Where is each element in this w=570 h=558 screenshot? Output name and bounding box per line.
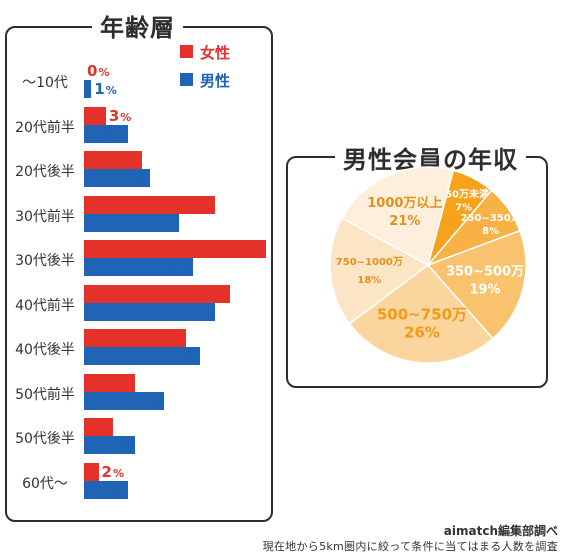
- female-value-label: 4%: [87, 418, 110, 436]
- age-category-label: 30代前半: [15, 208, 75, 225]
- male-value-label: 11%: [127, 391, 160, 410]
- male-value-label: 13%: [141, 213, 175, 232]
- female-bar: [84, 151, 143, 169]
- age-category-label: 40代後半: [15, 342, 75, 358]
- footer-note: 現在地から5km圏内に絞って条件に当てはまる人数を調査: [262, 540, 558, 553]
- male-value-label: 6%: [101, 480, 125, 499]
- age-category-label: 20代前半: [15, 119, 75, 136]
- male-value-label: 6%: [101, 124, 125, 143]
- age-chart-title: 年齢層: [92, 8, 183, 43]
- income-chart-panel: [286, 156, 548, 388]
- male-value-label: 9%: [123, 169, 146, 187]
- legend-male-swatch: [180, 73, 193, 86]
- male-bar: [84, 436, 135, 454]
- male-value-label: 1%: [94, 80, 117, 98]
- male-bar: [84, 391, 165, 410]
- legend-male: 男性: [180, 70, 231, 91]
- male-value-label: 7%: [108, 436, 132, 454]
- male-bar: [84, 213, 179, 232]
- male-value-label: 16%: [163, 347, 197, 365]
- age-category-label: 30代後半: [15, 253, 75, 269]
- male-bar: [84, 480, 128, 499]
- female-bar: [84, 284, 230, 303]
- female-bar: [84, 195, 216, 214]
- female-value-label: 2%: [101, 462, 125, 481]
- age-category-label: 20代後半: [15, 164, 75, 180]
- male-bar: [84, 169, 150, 187]
- age-category-label: 〜10代: [22, 75, 68, 91]
- income-chart-title: 男性会員の年収: [335, 140, 526, 175]
- female-value-label: 3%: [108, 106, 132, 125]
- age-category-label: 50代前半: [15, 386, 75, 403]
- female-value-label: 14%: [148, 329, 182, 347]
- legend-female-swatch: [180, 45, 193, 58]
- male-bar: [84, 124, 128, 143]
- female-bar: [84, 329, 186, 347]
- female-bar: [84, 373, 135, 392]
- legend-female: 女性: [180, 42, 231, 63]
- male-value-label: 18%: [178, 302, 211, 321]
- female-bar: [84, 462, 99, 481]
- age-category-label: 40代前半: [15, 297, 75, 314]
- male-bar: [84, 258, 194, 276]
- female-value-label: 18%: [178, 195, 211, 214]
- female-value-label: 20%: [192, 284, 226, 303]
- female-bar: [84, 240, 266, 258]
- male-value-label: 15%: [156, 258, 190, 276]
- legend-male-label: 男性: [200, 72, 231, 90]
- age-category-label: 60代〜: [22, 475, 68, 492]
- legend-female-label: 女性: [200, 44, 231, 62]
- male-bar: [84, 80, 92, 98]
- female-bar: [84, 418, 114, 436]
- age-category-label: 50代後半: [15, 431, 75, 447]
- male-bar: [84, 347, 201, 365]
- male-bar: [84, 302, 216, 321]
- female-value-label: 8%: [116, 151, 139, 169]
- female-value-label: 25%: [229, 240, 262, 258]
- footer-credit: aimatch編集部調べ: [443, 524, 558, 538]
- female-value-label: 7%: [108, 373, 132, 392]
- female-bar: [84, 106, 106, 125]
- female-value-label: 0%: [87, 62, 110, 80]
